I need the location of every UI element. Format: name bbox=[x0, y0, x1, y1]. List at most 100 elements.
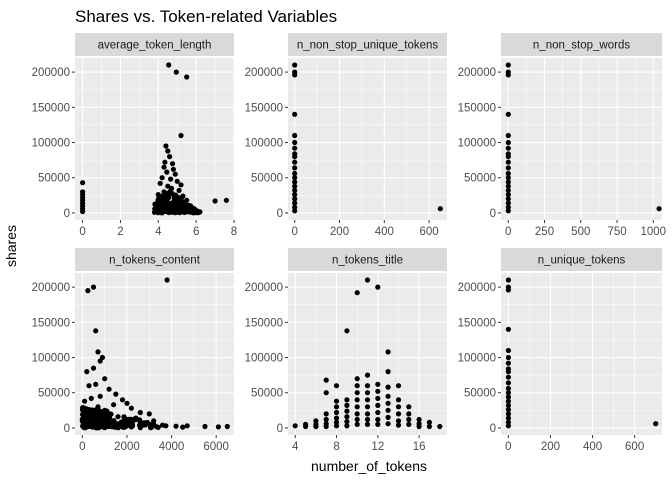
data-point bbox=[128, 405, 134, 411]
data-point bbox=[656, 206, 662, 212]
data-point bbox=[115, 423, 121, 430]
data-point bbox=[151, 418, 157, 424]
data-point bbox=[111, 402, 117, 408]
facet-panel-n_non_stop_unique_tokens: n_non_stop_unique_tokens 0 50000 100000 1500… bbox=[245, 33, 447, 238]
data-point bbox=[344, 414, 350, 420]
data-point bbox=[88, 395, 94, 401]
data-point bbox=[86, 383, 92, 389]
data-point bbox=[178, 132, 184, 139]
data-point bbox=[505, 394, 511, 400]
x-tick-label: 0 bbox=[292, 226, 298, 238]
data-point bbox=[153, 424, 160, 430]
y-tick-label: 50000 bbox=[464, 388, 496, 400]
data-point bbox=[505, 72, 511, 78]
data-point bbox=[333, 409, 340, 416]
y-tick-label: 100000 bbox=[245, 138, 283, 150]
panel-background bbox=[75, 58, 234, 220]
data-point bbox=[176, 187, 182, 193]
data-point bbox=[395, 422, 402, 428]
data-point bbox=[505, 415, 511, 421]
data-point bbox=[364, 404, 371, 410]
data-point bbox=[395, 411, 402, 417]
x-tick-label: 4000 bbox=[159, 441, 185, 453]
data-point bbox=[385, 349, 391, 355]
data-point bbox=[172, 171, 178, 177]
data-point bbox=[344, 408, 350, 414]
data-point bbox=[505, 208, 511, 214]
data-point bbox=[292, 196, 298, 202]
data-point bbox=[416, 423, 422, 430]
facet-panel-n_non_stop_words: n_non_stop_words 0 50000 100000 150000 200000… bbox=[458, 33, 666, 238]
facet-panels: average_token_length05000010000015000020… bbox=[32, 33, 666, 453]
data-point bbox=[406, 411, 412, 417]
data-point bbox=[333, 404, 340, 410]
facet-panel-n_unique_tokens: n_unique_tokens 0 50000 100000 150000 200000 0… bbox=[458, 248, 662, 453]
x-tick-label: 8 bbox=[231, 226, 237, 238]
data-point bbox=[83, 406, 89, 412]
x-tick-label: 16 bbox=[413, 441, 426, 453]
data-point bbox=[126, 418, 132, 424]
data-point bbox=[354, 421, 360, 427]
x-tick-label: 1000 bbox=[641, 226, 667, 238]
data-point bbox=[157, 199, 164, 205]
x-tick-label: 0 bbox=[505, 226, 511, 238]
data-point bbox=[375, 416, 381, 423]
y-tick-label: 200000 bbox=[458, 282, 496, 294]
data-point bbox=[184, 74, 190, 80]
data-point bbox=[188, 206, 195, 212]
data-point bbox=[89, 415, 96, 421]
data-point bbox=[292, 423, 298, 429]
x-tick-label: 2 bbox=[117, 226, 123, 238]
data-point bbox=[119, 397, 126, 403]
y-tick-label: 200000 bbox=[245, 282, 283, 294]
data-point bbox=[292, 132, 298, 139]
data-point bbox=[505, 326, 511, 332]
data-point bbox=[186, 202, 192, 208]
facet-strip bbox=[288, 248, 447, 271]
data-point bbox=[292, 111, 298, 117]
facet-strip bbox=[75, 248, 234, 271]
y-tick-label: 0 bbox=[490, 208, 496, 220]
data-point bbox=[223, 197, 229, 203]
data-point bbox=[84, 418, 90, 424]
data-point bbox=[505, 380, 511, 386]
data-point bbox=[184, 423, 190, 429]
x-tick-label: 600 bbox=[625, 441, 644, 453]
data-point bbox=[344, 328, 350, 334]
y-tick-label: 0 bbox=[64, 208, 70, 220]
facet-strip bbox=[501, 248, 662, 271]
data-point bbox=[364, 411, 371, 417]
x-tick-label: 4 bbox=[292, 441, 299, 453]
data-point bbox=[364, 416, 371, 423]
data-point bbox=[406, 421, 412, 427]
data-point bbox=[292, 72, 298, 78]
data-point bbox=[292, 179, 298, 185]
data-point bbox=[505, 287, 511, 293]
data-point bbox=[395, 397, 402, 403]
data-point bbox=[80, 208, 86, 215]
data-point bbox=[395, 404, 402, 410]
data-point bbox=[95, 349, 101, 355]
data-point bbox=[344, 419, 350, 425]
y-tick-label: 100000 bbox=[245, 353, 283, 365]
data-point bbox=[505, 183, 511, 189]
x-tick-label: 12 bbox=[371, 441, 384, 453]
y-tick-label: 50000 bbox=[38, 173, 70, 185]
data-point bbox=[313, 423, 319, 430]
data-point bbox=[163, 423, 169, 429]
data-point bbox=[364, 383, 371, 389]
data-point bbox=[142, 422, 148, 428]
data-point bbox=[173, 69, 179, 75]
facet-strip-label: n_tokens_title bbox=[332, 255, 403, 267]
data-point bbox=[354, 416, 360, 423]
data-point bbox=[354, 404, 360, 410]
data-points bbox=[505, 62, 662, 214]
data-point bbox=[375, 284, 381, 290]
data-point bbox=[292, 175, 298, 181]
data-point bbox=[505, 175, 511, 181]
data-points bbox=[80, 62, 229, 216]
data-point bbox=[406, 404, 412, 410]
facet-strip-label: n_non_stop_words bbox=[533, 40, 630, 52]
data-point bbox=[344, 423, 350, 429]
data-point bbox=[292, 200, 298, 206]
